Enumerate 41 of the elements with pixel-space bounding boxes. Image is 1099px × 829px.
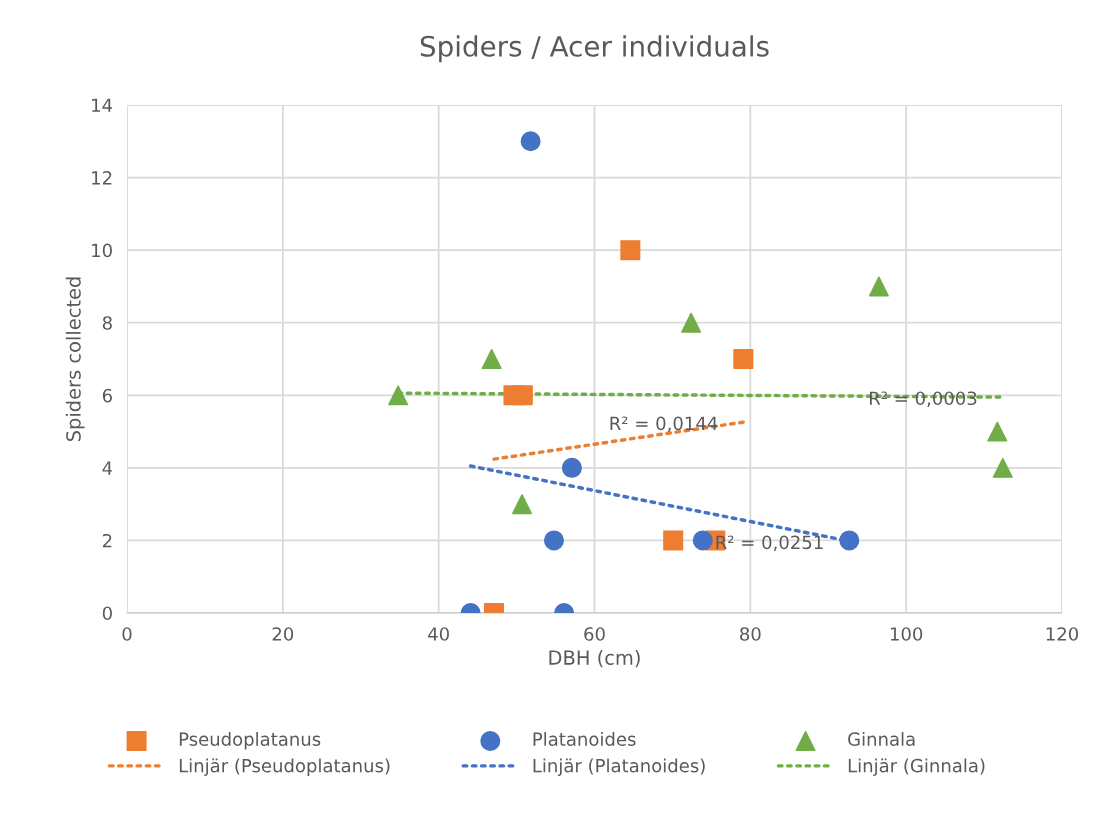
chart-title: Spiders / Acer individuals: [420, 35, 769, 63]
point: [512, 494, 533, 515]
point: [520, 131, 541, 152]
x-tick-label: 0: [122, 627, 132, 641]
x-axis-title: DBH (cm): [549, 649, 640, 668]
x-tick-label: 120: [1046, 627, 1079, 641]
y-tick-label: 2: [102, 533, 112, 548]
legend-label: Platanoides: [533, 731, 636, 746]
point: [481, 348, 502, 370]
point: [692, 530, 713, 551]
point: [681, 312, 702, 333]
point: [543, 530, 564, 551]
y-tick-label: 8: [102, 316, 112, 330]
point: [620, 240, 641, 261]
y-tick-label: 0: [102, 606, 112, 621]
y-tick-label: 14: [92, 98, 113, 112]
x-tick-label: 80: [740, 627, 761, 641]
legend-label: Pseudoplatanus: [179, 731, 321, 750]
y-axis-title: Spiders collected: [65, 277, 85, 442]
x-tick-label: 40: [428, 627, 449, 641]
y-tick-label: 10: [92, 243, 112, 258]
annotation: R² = 0,0144: [610, 416, 718, 432]
y-tick-label: 6: [102, 388, 112, 403]
legend-label: Linjär (Pseudoplatanus): [179, 758, 390, 776]
y-tick-label: 12: [92, 171, 112, 185]
legend-label: Linjär (Platanoides): [533, 758, 705, 776]
x-tick-label: 60: [584, 627, 605, 641]
legend-label: Linjär (Ginnala): [848, 758, 985, 776]
point: [868, 276, 889, 297]
point: [561, 457, 582, 478]
x-tick-label: 20: [272, 627, 294, 641]
legend-label: Ginnala: [848, 731, 915, 746]
point: [388, 385, 409, 406]
point: [663, 530, 684, 551]
point: [992, 457, 1013, 478]
x-tick-label: 100: [890, 627, 923, 641]
y-tick-label: 4: [102, 461, 113, 475]
point: [733, 348, 754, 370]
point: [987, 421, 1008, 442]
point: [839, 530, 860, 551]
point: [512, 385, 533, 406]
